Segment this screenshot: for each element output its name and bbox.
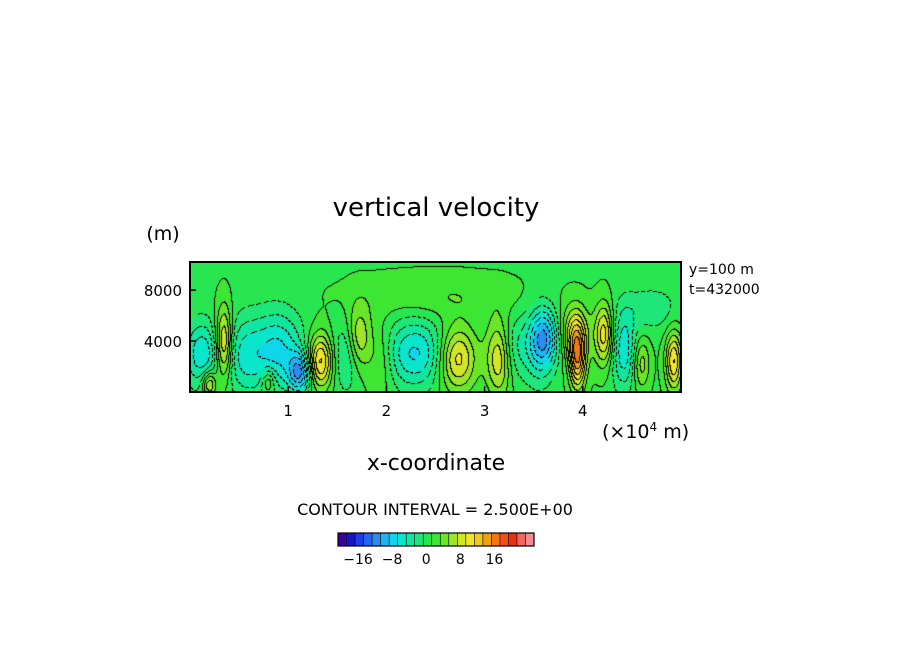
colorbar-swatch — [508, 533, 518, 546]
y-tick-label: 8000 — [144, 282, 182, 300]
x-axis-label: x-coordinate — [367, 451, 505, 476]
contour-interval: CONTOUR INTERVAL = 2.500E+00 — [297, 500, 573, 519]
colorbar-swatch — [499, 533, 509, 546]
colorbar-swatch — [338, 533, 347, 546]
velocity-field — [190, 262, 681, 392]
colorbar-labels: −16 −8 0 8 16 — [343, 552, 503, 568]
y-tick-label: 4000 — [144, 333, 182, 351]
colorbar-swatch — [457, 533, 467, 546]
x-tick-label: 2 — [382, 402, 392, 420]
colorbar-swatch — [431, 533, 441, 546]
colorbar-swatch — [380, 533, 390, 546]
colorbar-swatch — [448, 533, 458, 546]
x-tick-label: 4 — [578, 402, 588, 420]
colorbar-tick-label: 16 — [485, 552, 503, 568]
colorbar-swatch — [525, 533, 535, 546]
colorbar-swatch — [465, 533, 475, 546]
info-line-y: y=100 m — [689, 262, 754, 278]
colorbar-swatch — [363, 533, 373, 546]
x-unit-exponent: 4 — [650, 420, 658, 434]
colorbar — [337, 532, 535, 547]
colorbar-tick-label: 8 — [456, 552, 465, 568]
info-line-t: t=432000 — [689, 282, 760, 298]
colorbar-swatch — [406, 533, 415, 546]
x-tick-label: 1 — [283, 402, 293, 420]
colorbar-tick-label: 0 — [422, 552, 431, 568]
colorbar-swatch — [474, 533, 484, 546]
colorbar-swatch — [482, 533, 492, 546]
colorbar-swatch — [516, 533, 526, 546]
colorbar-frame — [337, 532, 535, 547]
y-axis-unit: (m) — [146, 223, 179, 245]
colorbar-swatch — [440, 533, 450, 546]
x-axis-unit: (×104 m) — [602, 420, 689, 443]
colorbar-swatch — [423, 533, 433, 546]
colorbar-swatch — [397, 533, 407, 546]
colorbar-tick-label: −8 — [382, 552, 403, 568]
y-axis-ticks: 4000 8000 — [144, 282, 196, 351]
chart-title: vertical velocity — [333, 193, 540, 223]
colorbar-swatch — [389, 533, 398, 546]
colorbar-tick-label: −16 — [343, 552, 373, 568]
x-unit-prefix: (×10 — [602, 421, 650, 443]
colorbar-swatch — [414, 533, 424, 546]
colorbar-swatch — [372, 533, 381, 546]
colorbar-swatch — [355, 533, 364, 546]
colorbar-swatch — [491, 533, 501, 546]
x-axis-ticks: 1 2 3 4 — [283, 386, 588, 420]
colorbar-swatch — [346, 533, 356, 546]
x-unit-suffix: m) — [657, 421, 689, 443]
plot-frame — [189, 261, 682, 393]
x-tick-label: 3 — [480, 402, 490, 420]
